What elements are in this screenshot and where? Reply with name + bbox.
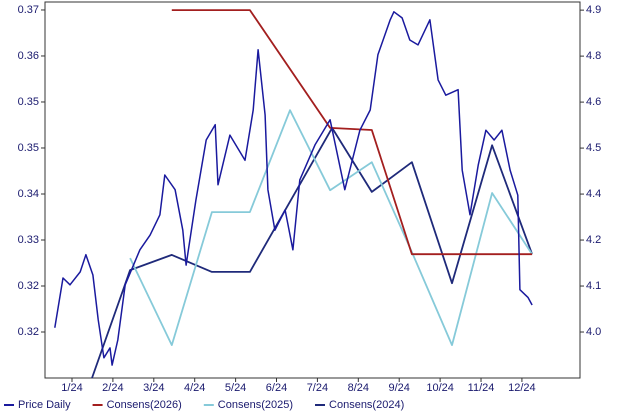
- legend-label: Consens(2025): [218, 399, 293, 411]
- x-tick-label: 5/24: [225, 382, 246, 394]
- y2-tick-label: 4.5: [586, 142, 601, 154]
- y2-tick-label: 4.6: [586, 96, 601, 108]
- plot-area: [44, 1, 581, 379]
- legend-label: Consens(2024): [329, 399, 404, 411]
- legend: Price Daily Consens(2026) Consens(2025) Con…: [4, 399, 404, 411]
- y2-tick-label: 4.8: [586, 50, 601, 62]
- x-tick-label: 6/24: [266, 382, 287, 394]
- y2-tick-label: 4.2: [586, 234, 601, 246]
- x-tick-label: 3/24: [143, 382, 164, 394]
- y2-tick-label: 4.1: [586, 280, 601, 292]
- x-tick-label: 2/24: [102, 382, 123, 394]
- x-tick-label: 11/24: [468, 382, 495, 394]
- y2-tick-label: 4.4: [586, 188, 601, 200]
- x-tick-label: 10/24: [426, 382, 454, 394]
- legend-label: Price Daily: [18, 399, 71, 411]
- series-line: [54, 11, 533, 366]
- x-tick-label: 7/24: [307, 382, 328, 394]
- y2-tick-label: 4.9: [586, 4, 601, 16]
- y-tick-label: 0.33: [18, 234, 39, 246]
- y-tick-label: 0.35: [18, 142, 39, 154]
- x-tick-label: 1/24: [61, 382, 82, 394]
- y-tick-label: 0.37: [18, 4, 39, 16]
- y-tick-label: 0.32: [18, 280, 39, 292]
- y-tick-label: 0.35: [18, 96, 39, 108]
- y-tick-label: 0.32: [18, 326, 39, 338]
- series-line: [129, 109, 533, 346]
- y-tick-label: 0.34: [18, 188, 39, 200]
- x-tick-label: 9/24: [389, 382, 410, 394]
- legend-label: Consens(2026): [107, 399, 182, 411]
- y2-tick-label: 4.0: [586, 326, 601, 338]
- x-tick-label: 12/24: [508, 382, 536, 394]
- x-tick-label: 4/24: [184, 382, 205, 394]
- y-tick-label: 0.36: [18, 50, 39, 62]
- series-line: [171, 9, 533, 256]
- x-tick-label: 8/24: [348, 382, 369, 394]
